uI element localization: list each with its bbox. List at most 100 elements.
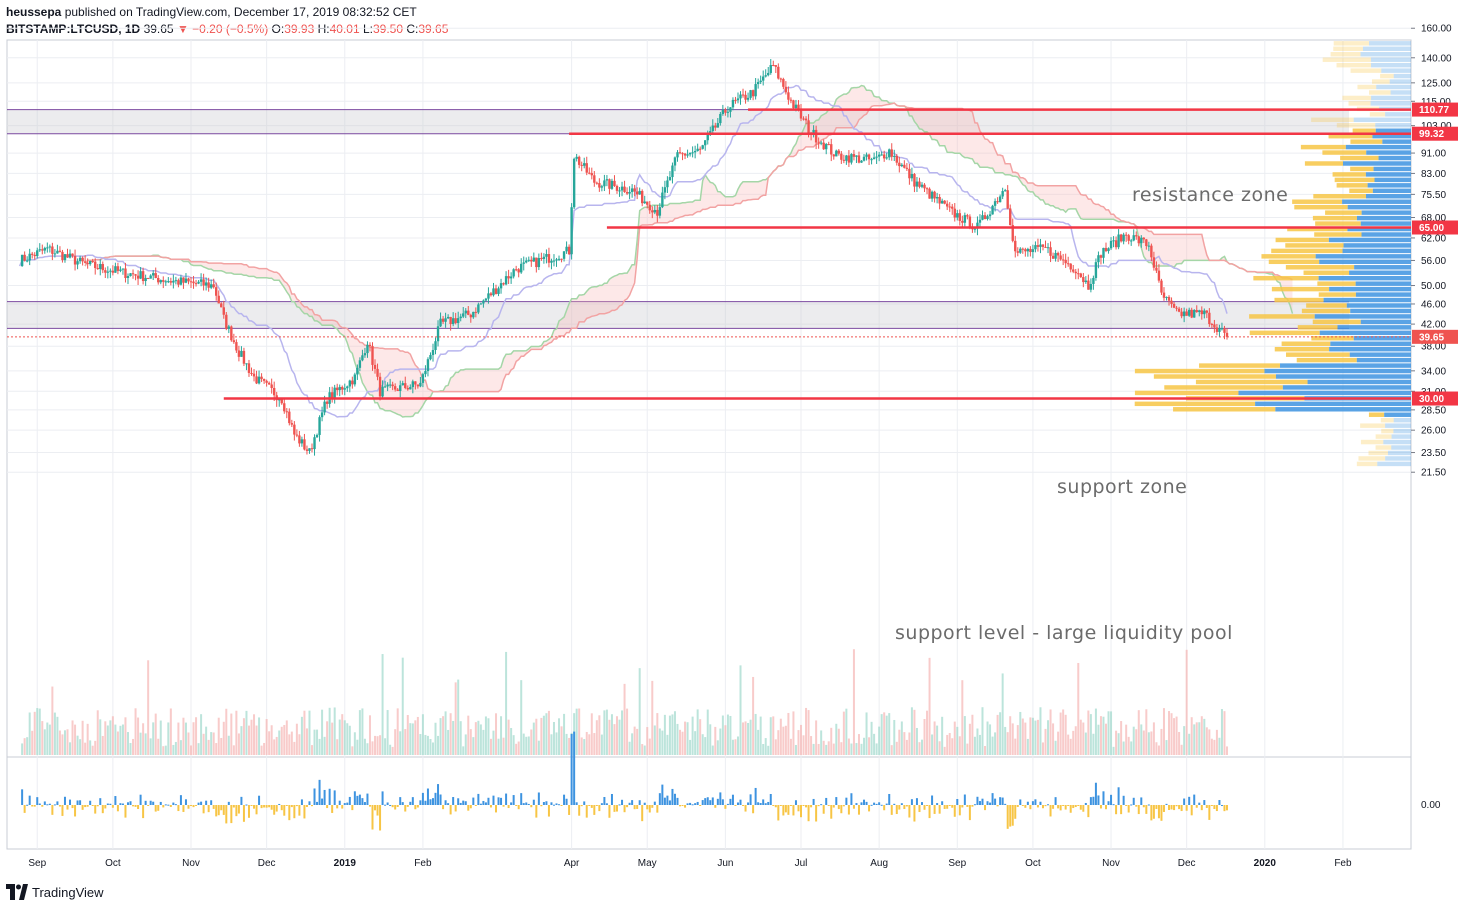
indicator-bar: [736, 802, 739, 805]
volume-bar: [205, 726, 208, 755]
y-tick-label: 115.00: [1421, 97, 1451, 108]
profile-bar-sell: [1334, 177, 1375, 183]
volume-bar: [1157, 745, 1160, 755]
candle-body: [1061, 259, 1065, 261]
symbol-label[interactable]: BITSTAMP:LTCUSD, 1D: [6, 22, 141, 36]
indicator-bar: [681, 805, 684, 806]
indicator-bar: [752, 805, 755, 814]
volume-bar: [313, 729, 316, 755]
indicator-bar: [563, 794, 566, 805]
candle-body: [731, 99, 735, 108]
price-axis[interactable]: 160.00140.00125.00115.00103.0091.0083.00…: [1411, 24, 1452, 811]
indicator-bar: [913, 805, 916, 822]
indicator-bar: [860, 802, 863, 805]
volume-bar: [1107, 711, 1110, 755]
indicator-bar: [1016, 805, 1019, 807]
indicator-bar: [1110, 794, 1113, 805]
profile-bar-buy: [1362, 46, 1411, 52]
indicator-bar: [1004, 803, 1007, 805]
indicator-bar: [457, 798, 460, 805]
indicator-bar: [447, 803, 450, 805]
indicator-bar: [1064, 805, 1067, 810]
indicator-bar: [326, 805, 329, 809]
indicator-bar: [636, 805, 639, 809]
candle-body: [976, 222, 979, 229]
profile-bar-buy: [1346, 303, 1411, 308]
volume-bar: [1210, 738, 1213, 755]
indicator-bar: [910, 799, 913, 805]
profile-bar-buy: [1382, 139, 1411, 144]
indicator-bar: [379, 805, 382, 831]
volume-bar: [363, 738, 366, 755]
volume-bar: [868, 737, 871, 755]
candle-body: [1180, 311, 1183, 317]
candle-body: [744, 94, 747, 100]
volume-bar: [603, 710, 606, 755]
indicator-bar: [973, 804, 976, 806]
candle-body: [956, 213, 959, 218]
candle-body: [1041, 244, 1045, 247]
volume-bar: [217, 717, 220, 755]
volume-bar: [512, 735, 515, 755]
candle-body: [197, 281, 200, 284]
profile-bar-sell: [1342, 95, 1372, 101]
candle-body: [179, 277, 183, 285]
indicator-bar: [938, 805, 941, 814]
indicator-bar: [76, 800, 79, 805]
volume-bar: [184, 722, 187, 755]
indicator-bar: [212, 805, 215, 809]
volume-bar: [774, 739, 777, 755]
indicator-bar: [585, 805, 588, 818]
profile-bar-buy: [1373, 166, 1411, 172]
indicator-bar: [94, 805, 97, 814]
indicator-bar: [333, 790, 336, 805]
indicator-bar: [994, 798, 997, 805]
volume-bar: [273, 739, 276, 755]
horizontal-levels[interactable]: [7, 108, 1411, 400]
candle-body: [769, 65, 772, 73]
volume-bar: [487, 718, 490, 755]
candle-body: [590, 173, 593, 176]
profile-bar-sell: [1311, 336, 1354, 341]
candle-body: [489, 293, 493, 296]
volume-bar: [1200, 716, 1203, 755]
indicator-bar: [800, 805, 803, 818]
candle-body: [583, 163, 586, 166]
candle-body: [784, 86, 788, 93]
brand-name[interactable]: TradingView: [32, 884, 104, 900]
candle-body: [396, 389, 399, 392]
candle-body: [1039, 244, 1042, 247]
volume-bar: [1006, 732, 1009, 755]
volume-bar: [711, 745, 714, 755]
indicator-bar: [1188, 796, 1191, 805]
candle-body: [991, 205, 994, 215]
indicator-bar: [953, 805, 956, 817]
volume-bar: [547, 710, 550, 755]
candle-body: [671, 165, 674, 178]
volume-bar: [1190, 717, 1193, 755]
candle-body: [930, 191, 934, 199]
y-tick-label: 62.00: [1421, 233, 1446, 244]
tradingview-logo-icon[interactable]: [6, 884, 28, 900]
volume-bar: [391, 746, 394, 755]
candle-body: [898, 162, 901, 167]
candle-body: [555, 259, 558, 261]
indicator-bar: [174, 804, 177, 806]
y-tick-label: 50.00: [1421, 281, 1446, 292]
candle-body: [144, 277, 147, 282]
candle-body: [285, 411, 288, 413]
profile-bar-buy: [1343, 161, 1411, 166]
volume-bar: [368, 715, 371, 755]
candle-body: [789, 99, 793, 101]
volume-bar: [578, 708, 581, 755]
time-axis[interactable]: Sep Oct Nov Dec 2019 Feb Apr May Jun Jul Aug Sep Oct…: [28, 858, 1352, 869]
volume-bar: [926, 710, 929, 755]
author-name[interactable]: heussepa: [6, 5, 62, 19]
level-badge: [1412, 391, 1458, 406]
candle-body: [774, 65, 777, 67]
candle-body: [159, 280, 162, 283]
indicator-bar: [1079, 805, 1082, 810]
indicator-bar: [452, 797, 455, 805]
candle-body: [1034, 245, 1037, 250]
